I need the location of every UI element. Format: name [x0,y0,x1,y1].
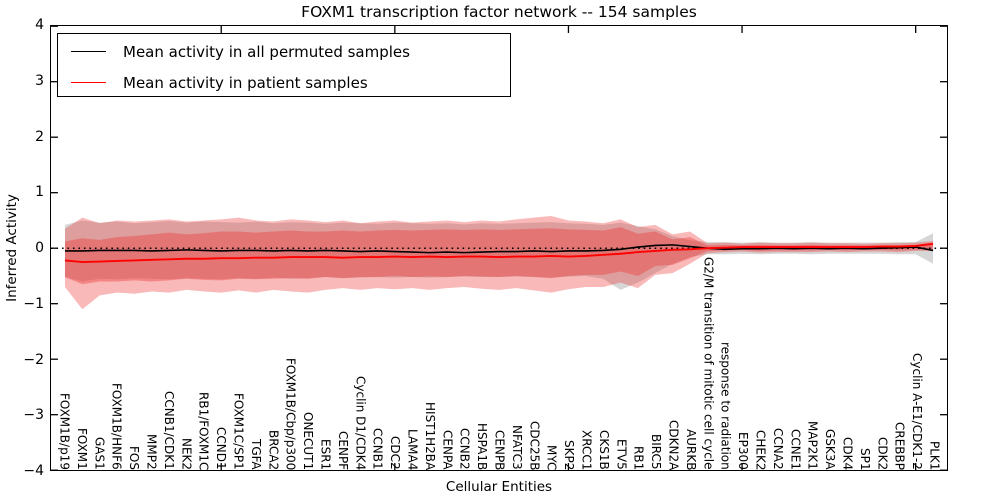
y-tick-label: 3 [35,72,44,89]
patient-samples-outer-band [64,216,934,310]
y-tick-label: −1 [23,295,44,312]
legend-label: Mean activity in patient samples [123,73,368,92]
y-tick-label: 4 [35,17,44,34]
x-axis-label: Cellular Entities [445,479,553,495]
y-tick-label: 1 [35,184,44,201]
legend-box: Mean activity in all permuted samples Me… [57,33,511,97]
y-tick-label: 2 [35,128,44,145]
legend-line-sample-black [71,51,106,52]
permuted-samples-std-band [64,220,934,290]
legend-item-patient: Mean activity in patient samples [58,69,510,96]
legend-line-sample-red [71,82,106,83]
mean-line-patient [64,242,934,264]
y-tick-label: −4 [23,463,44,480]
mean-line-permuted [64,244,934,254]
legend-label: Mean activity in all permuted samples [123,42,410,61]
plot-area-svg [51,26,947,470]
y-tick-label: 0 [35,240,44,257]
plot-frame [50,25,948,471]
y-tick-label: −3 [23,407,44,424]
patient-samples-inner-band [64,227,934,285]
y-tick-label: −2 [23,351,44,368]
legend-item-permuted: Mean activity in all permuted samples [58,38,510,65]
chart-title: FOXM1 transcription factor network -- 15… [301,3,697,21]
